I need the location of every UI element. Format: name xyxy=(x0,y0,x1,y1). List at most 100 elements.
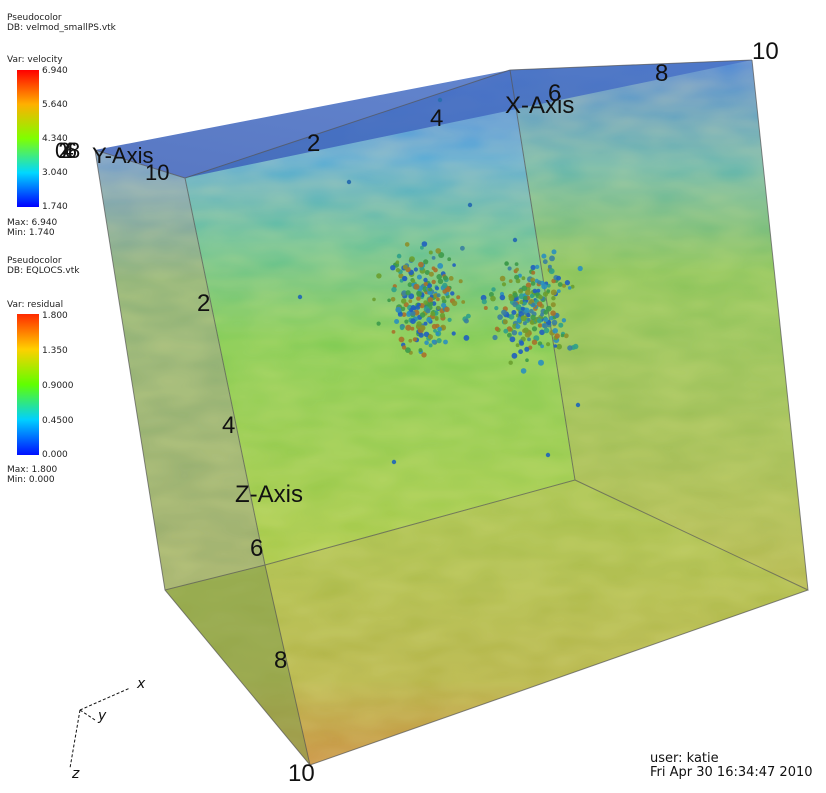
earthquake-point xyxy=(524,307,530,313)
earthquake-point xyxy=(435,331,440,336)
earthquake-point xyxy=(399,325,405,331)
legend1-tick: 3.040 xyxy=(42,168,68,178)
earthquake-point xyxy=(546,289,551,293)
earthquake-point xyxy=(416,321,422,327)
earthquake-point xyxy=(518,349,523,355)
earthquake-point xyxy=(395,268,400,273)
earthquake-point xyxy=(507,266,512,271)
earthquake-point xyxy=(438,252,445,258)
right-wall-slice xyxy=(510,60,808,590)
legend2-tick: 1.350 xyxy=(42,346,68,356)
earthquake-point xyxy=(543,309,549,315)
earthquake-point xyxy=(442,289,448,294)
earthquake-point xyxy=(567,286,572,290)
earthquake-point xyxy=(548,268,555,275)
y-axis-title: Y-Axis xyxy=(92,143,154,168)
earthquake-point xyxy=(463,318,469,324)
legend2-max: Max: 1.800 xyxy=(7,465,58,475)
earthquake-point xyxy=(451,331,456,336)
earthquake-point xyxy=(452,263,456,267)
earthquake-point xyxy=(523,327,529,333)
earthquake-point xyxy=(551,319,558,326)
earthquake-point xyxy=(522,321,527,326)
earthquake-point xyxy=(511,310,517,315)
earthquake-point xyxy=(433,267,438,273)
orientation-triad xyxy=(69,687,131,769)
earthquake-point xyxy=(450,291,455,296)
earthquake-point xyxy=(524,346,530,352)
legend2-min: Min: 0.000 xyxy=(7,475,55,485)
earthquake-point xyxy=(526,312,531,318)
earthquake-point xyxy=(540,312,544,317)
earthquake-point xyxy=(400,306,406,312)
legend1-db: DB: velmod_smallPS.vtk xyxy=(7,23,116,33)
earthquake-point xyxy=(419,325,426,331)
earthquake-point xyxy=(532,288,538,294)
earthquake-point xyxy=(428,287,433,292)
triad-x-label: x xyxy=(137,676,146,692)
z-tick-label: 10 xyxy=(288,760,315,787)
earthquake-point xyxy=(541,283,548,290)
earthquake-point xyxy=(550,289,557,296)
earthquake-point xyxy=(556,275,561,281)
earthquake-point xyxy=(409,307,414,313)
earthquake-point xyxy=(530,277,536,283)
earthquake-point xyxy=(514,274,520,280)
x-tick-label: 10 xyxy=(752,38,779,65)
earthquake-point xyxy=(490,295,496,302)
earthquake-point xyxy=(376,273,382,279)
earthquake-point xyxy=(423,321,428,326)
earthquake-point xyxy=(560,333,565,338)
earthquake-point xyxy=(416,302,421,307)
earthquake-point xyxy=(499,294,506,301)
legend1-tick: 4.340 xyxy=(42,134,68,144)
earthquake-point xyxy=(557,282,563,287)
earthquake-point xyxy=(437,97,443,103)
earthquake-point xyxy=(567,345,573,351)
earthquake-point xyxy=(463,335,470,341)
bounding-box-edges xyxy=(94,59,809,766)
earthquake-point xyxy=(436,305,441,310)
legend2-plot-type: Pseudocolor xyxy=(7,256,62,266)
legend1-plot-type: Pseudocolor xyxy=(7,13,62,23)
earthquake-point xyxy=(387,298,391,303)
footer-date: Fri Apr 30 16:34:47 2010 xyxy=(650,765,813,780)
earthquake-point xyxy=(390,297,396,302)
earthquake-point xyxy=(423,300,428,305)
z-tick-label: 2 xyxy=(197,290,211,317)
earthquake-point xyxy=(512,292,518,298)
legend1-tick: 1.740 xyxy=(42,202,68,212)
earthquake-point xyxy=(441,296,446,301)
earthquake-point xyxy=(546,342,551,347)
earthquake-point xyxy=(538,359,544,366)
x-tick-label: 2 xyxy=(307,130,321,157)
earthquake-point xyxy=(404,319,409,324)
earthquake-point xyxy=(346,179,352,185)
earthquake-point xyxy=(546,283,551,288)
front-bottom-shade xyxy=(165,565,310,765)
earthquake-point xyxy=(431,256,436,260)
earthquake-point xyxy=(424,270,430,275)
earthquake-point xyxy=(408,293,415,300)
earthquake-point xyxy=(531,326,538,332)
legend1-tick: 6.940 xyxy=(42,66,68,76)
earthquake-point xyxy=(420,245,424,250)
triad-y-label: y xyxy=(98,708,107,724)
earthquake-point xyxy=(396,253,402,259)
earthquake-point xyxy=(434,286,440,291)
earthquake-point xyxy=(398,336,405,343)
earthquake-point xyxy=(407,282,413,288)
earthquake-point xyxy=(520,368,527,374)
earthquake-point xyxy=(460,245,465,251)
earthquake-point xyxy=(442,275,448,281)
earthquake-point xyxy=(416,291,422,297)
earthquake-point xyxy=(376,321,381,326)
earthquake-point xyxy=(425,308,431,314)
earthquake-point xyxy=(515,343,520,348)
earthquake-point xyxy=(561,318,567,323)
earthquake-point xyxy=(506,326,513,332)
earthquake-point xyxy=(391,286,397,293)
earthquake-point xyxy=(577,265,583,272)
earthquake-point xyxy=(542,323,548,329)
